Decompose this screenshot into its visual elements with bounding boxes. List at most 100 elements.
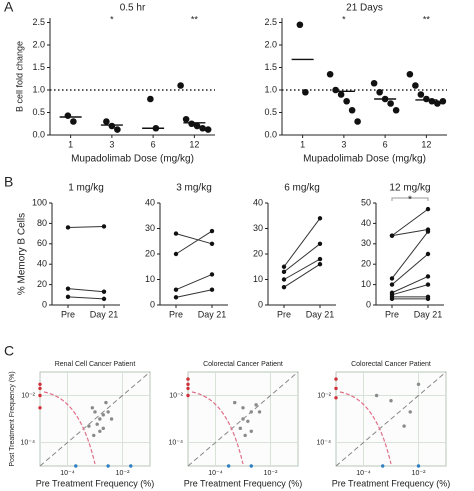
y-tick-label: 1.5: [32, 62, 45, 72]
point: [389, 233, 395, 238]
series-line: [283, 263, 321, 288]
y-tick-label: 10⁻²: [169, 392, 183, 399]
y-tick-label: 80: [37, 218, 47, 228]
point: [101, 413, 105, 417]
series-line: [67, 288, 105, 293]
chart-title: 1 mg/kg: [68, 183, 104, 194]
y-axis-label: % Memory B Cells: [17, 213, 28, 295]
y-axis-label: Post Treatment Frequency (%): [9, 371, 16, 466]
y-tick-label: 10⁻⁴: [169, 439, 184, 446]
y-tick-label: 30: [253, 223, 263, 233]
point: [425, 206, 431, 212]
series-line: [391, 275, 429, 294]
chart-title: Renal Cell Cancer Patient: [55, 361, 136, 368]
point: [109, 417, 114, 421]
series-line: [391, 284, 429, 296]
x-tick-label: 10⁻²: [116, 470, 130, 477]
fit-curve: [43, 391, 96, 465]
point: [98, 429, 102, 433]
point: [209, 287, 215, 292]
point: [204, 126, 212, 133]
point: [238, 426, 243, 431]
point: [439, 97, 447, 105]
y-tick-label: 10⁻²: [21, 392, 35, 399]
point: [423, 95, 430, 103]
x-axis-label: Mupadolimab Dose (mg/kg): [303, 154, 426, 165]
series-line: [283, 218, 321, 268]
point: [425, 282, 431, 287]
point: [425, 251, 431, 257]
point: [370, 79, 378, 87]
point: [348, 106, 356, 114]
x-axis-label: Pre Treatment Frequency (%): [36, 478, 155, 488]
y-tick-label: 0.0: [264, 129, 277, 139]
series-line: [67, 296, 105, 300]
point: [374, 393, 379, 398]
series-line: [283, 243, 321, 273]
x-tick-label: 10⁻⁴: [208, 470, 223, 477]
x-tick-label: Pre: [277, 309, 291, 319]
fit-curve: [191, 391, 244, 465]
fit-curve: [339, 391, 392, 465]
x-tick-label: 1: [68, 139, 73, 149]
y-tick-label: 20: [145, 248, 155, 258]
point: [389, 399, 393, 403]
series-line: [391, 231, 429, 279]
point: [173, 295, 179, 300]
series-line: [175, 289, 213, 298]
point: [408, 410, 412, 414]
chart-title: 12 mg/kg: [389, 183, 430, 194]
x-tick-label: 10⁻²: [264, 470, 278, 477]
series-line: [391, 229, 429, 237]
point: [249, 429, 253, 433]
point: [281, 284, 287, 290]
y-tick-label: 0: [42, 299, 47, 309]
point: [416, 464, 421, 468]
y-tick-label: 0.0: [32, 129, 45, 139]
series-line: [175, 233, 213, 245]
diagonal: [335, 371, 447, 467]
significance: *: [342, 14, 346, 24]
point: [281, 264, 287, 269]
point: [334, 377, 338, 381]
point: [257, 410, 262, 414]
point: [90, 406, 95, 410]
point: [95, 422, 99, 426]
point: [326, 70, 334, 78]
x-tick-label: 10⁻²: [412, 470, 426, 477]
point: [412, 82, 419, 89]
y-tick-label: 60: [37, 238, 47, 248]
point: [381, 464, 385, 468]
series-line: [391, 253, 429, 285]
x-tick-label: Pre: [61, 309, 75, 319]
x-tick-label: 3: [341, 139, 346, 149]
point: [387, 100, 394, 107]
x-axis-label: Pre Treatment Frequency (%): [184, 478, 303, 488]
point: [241, 417, 245, 421]
point: [249, 410, 253, 414]
y-tick-label: 50: [361, 197, 371, 207]
y-tick-label: 0: [258, 299, 263, 309]
y-tick-label: 0: [150, 299, 155, 309]
x-tick-label: Day 21: [90, 309, 119, 319]
point: [209, 228, 215, 234]
x-tick-label: Day 21: [414, 309, 443, 319]
point: [101, 296, 107, 302]
point: [334, 396, 338, 400]
point: [246, 419, 250, 423]
y-tick-label: 0.5: [264, 107, 277, 117]
y-tick-label: 10⁻⁴: [317, 439, 332, 446]
point: [173, 231, 179, 236]
significance: *: [110, 14, 114, 24]
point: [38, 393, 42, 398]
x-tick-label: 10⁻⁴: [60, 470, 75, 477]
chart-title: 0.5 hr: [120, 3, 146, 14]
significance-bracket: [391, 197, 429, 201]
chart-title: Colorectal Cancer Patient: [351, 361, 431, 368]
point: [106, 464, 110, 468]
point: [389, 296, 395, 302]
x-tick-label: Day 21: [306, 309, 335, 319]
panel-label: A: [4, 0, 14, 15]
y-tick-label: 1.0: [264, 84, 277, 94]
y-tick-label: 30: [145, 223, 155, 233]
